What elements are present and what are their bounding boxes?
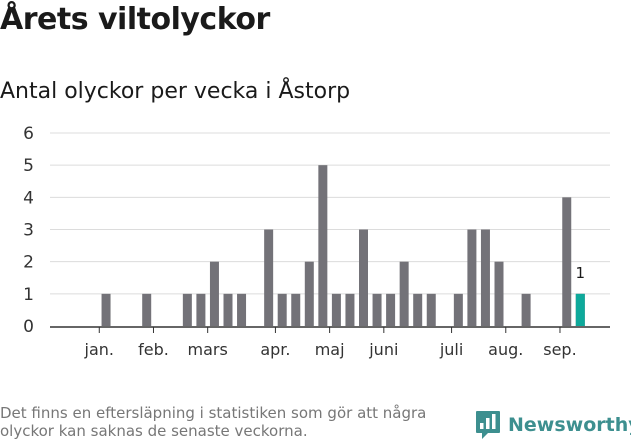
y-tick-label: 0: [23, 317, 34, 337]
bar: [453, 293, 463, 326]
bar: [223, 293, 233, 326]
month-label: juni: [368, 340, 398, 359]
y-tick-label: 1: [23, 285, 34, 305]
bar: [399, 261, 409, 326]
bar: [372, 293, 382, 326]
y-tick-label: 2: [23, 253, 34, 273]
month-label: feb.: [138, 340, 169, 359]
bar-chart: 0 1 2 3 4 5 6 jan. feb. mars apr. maj juni juli aug. s…: [23, 124, 610, 359]
bar: [331, 293, 341, 326]
bar: [196, 293, 206, 326]
grid-lines: [50, 132, 610, 295]
bar: [426, 293, 436, 326]
bar: [101, 293, 111, 326]
month-label: sep.: [543, 340, 576, 359]
y-axis-ticks: 0 1 2 3 4 5 6: [23, 124, 34, 337]
brand-logo: Newsworthy: [475, 409, 631, 441]
bar: [209, 261, 219, 326]
month-label: apr.: [260, 340, 290, 359]
bars: [101, 165, 585, 326]
chart-title: Årets viltolyckor: [0, 2, 270, 37]
bar: [467, 229, 477, 326]
bar: [359, 229, 368, 326]
brand-name: Newsworthy: [508, 414, 631, 436]
y-tick-label: 3: [23, 221, 34, 241]
bar: [264, 229, 274, 326]
month-label: aug.: [488, 340, 523, 359]
bar: [237, 293, 247, 326]
chart-subtitle: Antal olyckor per vecka i Åstorp: [0, 79, 351, 104]
month-label: jan.: [84, 340, 114, 359]
highlight-value-label: 1: [576, 264, 586, 282]
highlight-bar: [575, 293, 585, 326]
y-tick-label: 5: [23, 156, 34, 176]
bar: [182, 293, 192, 326]
bar: [345, 293, 355, 326]
bar: [494, 261, 504, 326]
bar: [142, 293, 152, 326]
bar: [277, 293, 287, 326]
data-labels: 1: [576, 264, 586, 282]
bar: [480, 229, 490, 326]
newsworthy-logo-icon: [476, 411, 500, 439]
bar: [318, 165, 328, 326]
bar: [304, 261, 314, 326]
bar: [413, 293, 423, 326]
bar: [562, 197, 572, 326]
y-tick-label: 4: [23, 188, 34, 208]
footnote: Det finns en eftersläpning i statistiken…: [0, 404, 427, 440]
bar: [521, 293, 531, 326]
bar: [386, 293, 396, 326]
y-tick-label: 6: [23, 124, 34, 144]
month-label: juli: [439, 340, 463, 359]
bar: [291, 293, 301, 326]
x-axis-month-labels: jan. feb. mars apr. maj juni juli aug. sep.: [84, 327, 577, 359]
month-label: mars: [188, 340, 228, 359]
month-label: maj: [315, 340, 345, 359]
